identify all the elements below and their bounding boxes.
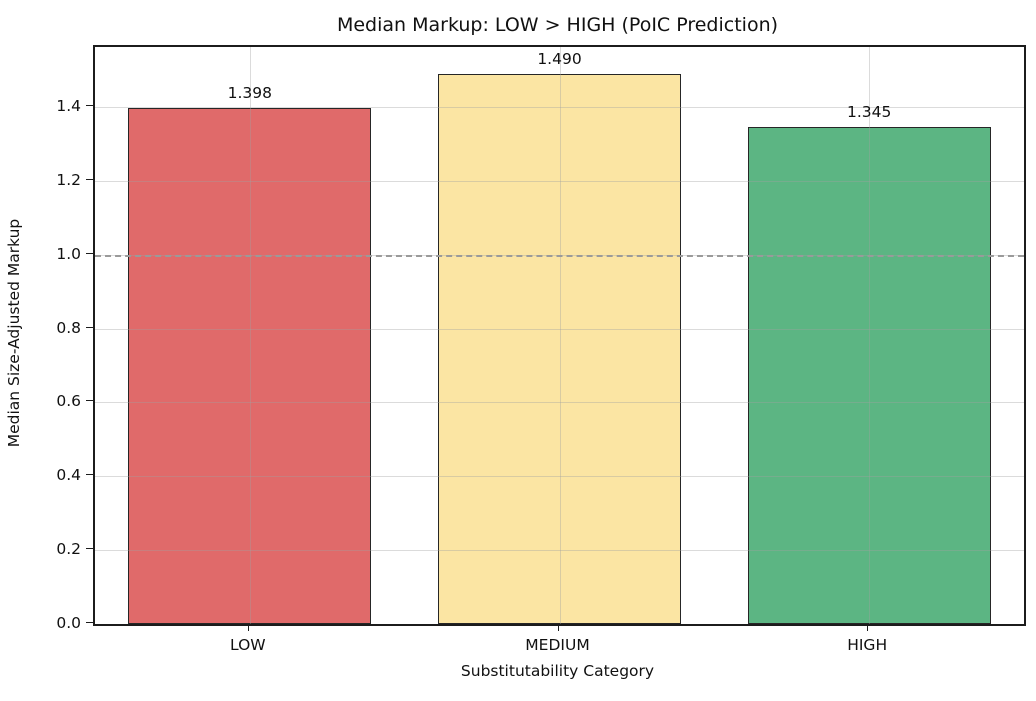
y-tick-label: 0.2 bbox=[56, 540, 81, 559]
bar-medium bbox=[437, 73, 682, 624]
y-tick-label: 0.4 bbox=[56, 466, 81, 485]
reference-line bbox=[95, 254, 1024, 257]
y-tick-label: 1.4 bbox=[56, 97, 81, 115]
y-tick-mark bbox=[86, 252, 93, 254]
y-axis-label: Median Size-Adjusted Markup bbox=[5, 218, 23, 448]
y-tick-mark bbox=[86, 474, 93, 476]
x-axis-label: Substitutability Category bbox=[460, 662, 655, 680]
y-tick-label: 0.0 bbox=[56, 614, 81, 632]
y-tick-mark bbox=[86, 548, 93, 550]
y-tick-label: 0.8 bbox=[56, 318, 81, 337]
y-gridline bbox=[95, 476, 1024, 478]
y-gridline bbox=[95, 180, 1024, 182]
bar-low bbox=[128, 107, 372, 624]
x-tick-label: LOW bbox=[230, 636, 266, 654]
bar-value-label: 1.398 bbox=[227, 83, 273, 102]
y-tick-mark bbox=[86, 326, 93, 328]
y-tick-label: 1.0 bbox=[56, 244, 81, 263]
bar-value-label: 1.345 bbox=[846, 103, 892, 122]
x-tick-mark bbox=[867, 624, 869, 631]
y-tick-mark bbox=[86, 105, 93, 106]
y-gridline bbox=[95, 328, 1024, 330]
x-tick-mark bbox=[247, 624, 249, 631]
chart-title: Median Markup: LOW > HIGH (PoIC Predicti… bbox=[336, 14, 779, 36]
y-gridline bbox=[95, 107, 1024, 108]
x-gridline bbox=[869, 47, 871, 624]
y-tick-mark bbox=[86, 622, 93, 623]
plot-area: 1.398 1.490 1.345 bbox=[93, 45, 1026, 626]
y-gridline bbox=[95, 402, 1024, 404]
y-tick-mark bbox=[86, 178, 93, 180]
y-gridline bbox=[95, 550, 1024, 552]
bar-high bbox=[747, 127, 991, 624]
y-tick-mark bbox=[86, 400, 93, 402]
x-gridline bbox=[559, 47, 561, 624]
x-tick-label: MEDIUM bbox=[525, 636, 590, 654]
bar-value-label: 1.490 bbox=[537, 49, 582, 68]
x-tick-mark bbox=[557, 624, 559, 631]
x-gridline bbox=[249, 47, 251, 624]
y-tick-label: 0.6 bbox=[56, 392, 81, 411]
y-tick-label: 1.2 bbox=[56, 170, 81, 189]
x-tick-label: HIGH bbox=[847, 636, 888, 654]
